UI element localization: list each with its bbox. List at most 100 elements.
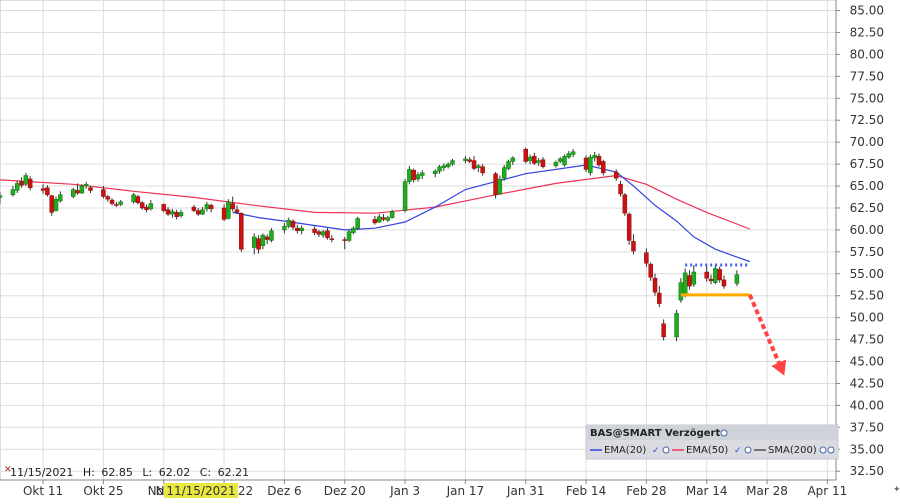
candle-body	[721, 279, 727, 287]
candle-body	[53, 198, 59, 211]
candle-body	[467, 159, 472, 162]
candle	[687, 270, 692, 290]
y-tick-label: 67.50	[850, 157, 884, 171]
plot-area	[0, 0, 837, 481]
candle-body	[648, 263, 653, 278]
candle	[312, 226, 317, 236]
candle-body	[221, 207, 227, 220]
candle-body	[14, 183, 20, 191]
legend-settings-icon[interactable]	[720, 429, 728, 437]
candle	[101, 186, 106, 199]
candle-body	[570, 151, 576, 155]
candle-body	[657, 292, 662, 304]
candle-body	[83, 184, 89, 187]
candle	[178, 209, 184, 218]
candle-body	[200, 209, 205, 215]
candle	[109, 198, 115, 206]
candle-body	[269, 230, 274, 241]
candle-body	[226, 201, 231, 219]
candle	[657, 286, 662, 308]
x-tick-label: Mar 14	[686, 484, 728, 498]
candle-body	[295, 227, 300, 232]
candle-body	[557, 158, 563, 162]
candle-body	[376, 216, 382, 223]
candle	[536, 157, 541, 166]
x-tick-label: Jan 31	[506, 484, 545, 498]
y-axis: 85.00 82.50 80.00 77.50 75.00 72.50 70.00 67.50…	[835, 0, 884, 480]
candle-body	[493, 173, 498, 196]
x-tick-label: Okt 25	[83, 484, 123, 498]
candle-body	[476, 165, 481, 168]
candle	[463, 156, 468, 164]
legend-sma200-label: SMA(200)	[768, 445, 817, 456]
candle	[631, 234, 636, 255]
candle	[570, 149, 576, 158]
info-close-value: 62.21	[218, 466, 250, 479]
candle-body	[174, 212, 179, 217]
x-tick-label: Apr 11	[807, 484, 847, 498]
x-tick-label: Okt 11	[23, 484, 63, 498]
candle	[506, 159, 511, 171]
candle-body	[355, 218, 360, 229]
candle-body	[687, 275, 692, 287]
legend-ema50-check-icon[interactable]: ✓	[734, 446, 742, 456]
candle-body	[402, 181, 408, 211]
candle	[53, 196, 59, 212]
candle	[501, 164, 507, 181]
legend-ema20-settings-icon[interactable]	[662, 446, 670, 454]
candle-body	[463, 158, 468, 161]
candle-body	[450, 160, 455, 165]
candle-body	[445, 163, 451, 167]
y-tick-label: 37.50	[850, 420, 884, 434]
candle	[510, 156, 516, 165]
candle	[131, 193, 136, 204]
candle	[678, 278, 684, 303]
candle-body	[342, 239, 347, 241]
candle	[320, 229, 326, 238]
candle-body	[562, 155, 567, 166]
y-tick-label: 40.00	[850, 398, 884, 412]
legend[interactable]: BAS@SMART Verzögert EMA(20) ✓ EMA(50) ✓ …	[585, 424, 839, 460]
legend-ema50-settings-icon[interactable]	[744, 446, 752, 454]
candle-body	[208, 205, 214, 210]
candle	[622, 193, 628, 216]
candle-body	[540, 159, 546, 167]
candle	[381, 214, 386, 222]
x-tick-label-partial: 22	[238, 484, 253, 498]
legend-sma200-settings-icon[interactable]	[827, 446, 835, 454]
candle	[376, 214, 382, 223]
candle-body	[256, 238, 261, 250]
candle	[618, 180, 623, 197]
candle-body	[389, 211, 395, 218]
candle	[523, 147, 528, 164]
candle	[221, 204, 227, 222]
candle	[592, 151, 597, 162]
candle	[704, 265, 709, 282]
y-tick-label: 32.50	[850, 464, 884, 478]
x-tick-label: Dez 20	[324, 484, 366, 498]
legend-ema50-label: EMA(50)	[686, 445, 728, 456]
candle-body	[40, 188, 46, 191]
x-tick-label-partial: No	[148, 484, 164, 498]
x-tick-label: Feb 28	[626, 484, 666, 498]
candle	[445, 162, 451, 169]
candle	[471, 156, 477, 171]
candle-body	[139, 202, 145, 209]
legend-ema20-check-icon[interactable]: ✓	[652, 446, 660, 456]
candle-body	[613, 171, 619, 179]
candle	[407, 165, 412, 185]
y-tick-label: 42.50	[850, 376, 884, 390]
candle	[601, 159, 606, 176]
axis-corner-icon: ✦	[893, 485, 900, 495]
candle	[71, 187, 76, 199]
candle-body	[58, 194, 63, 202]
candle	[45, 185, 50, 197]
candle-body	[260, 234, 266, 246]
candle	[497, 175, 503, 195]
candle-body	[346, 231, 352, 241]
legend-sma200-toggle-icon[interactable]	[819, 446, 827, 454]
y-tick-label: 80.00	[850, 47, 884, 61]
candle	[691, 265, 697, 287]
candle-body	[420, 172, 425, 176]
candle-body	[204, 204, 210, 210]
